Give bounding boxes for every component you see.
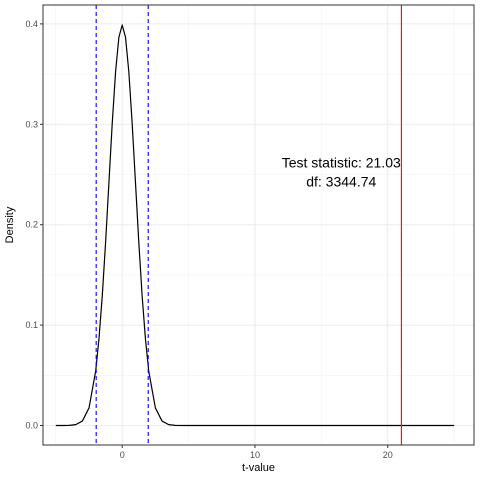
x-tick-label: 0 [120, 450, 125, 460]
y-tick-label: 0.1 [25, 320, 38, 330]
annotation-df: df: 3344.74 [306, 173, 376, 189]
annotation-test-statistic: Test statistic: 21.03 [282, 154, 401, 170]
y-tick-label: 0.4 [25, 19, 38, 29]
y-tick-label: 0.2 [25, 220, 38, 230]
y-tick-label: 0.0 [25, 421, 38, 431]
y-tick-label: 0.3 [25, 119, 38, 129]
x-axis-title: t-value [242, 462, 275, 474]
y-axis-title: Density [4, 206, 16, 243]
chart-marks [55, 5, 455, 445]
axis-ticks: 0 10 20 0.0 0.1 0.2 0.3 0.4 [25, 19, 392, 460]
density-curve [55, 24, 455, 427]
x-tick-label: 20 [383, 450, 393, 460]
x-tick-label: 10 [250, 450, 260, 460]
